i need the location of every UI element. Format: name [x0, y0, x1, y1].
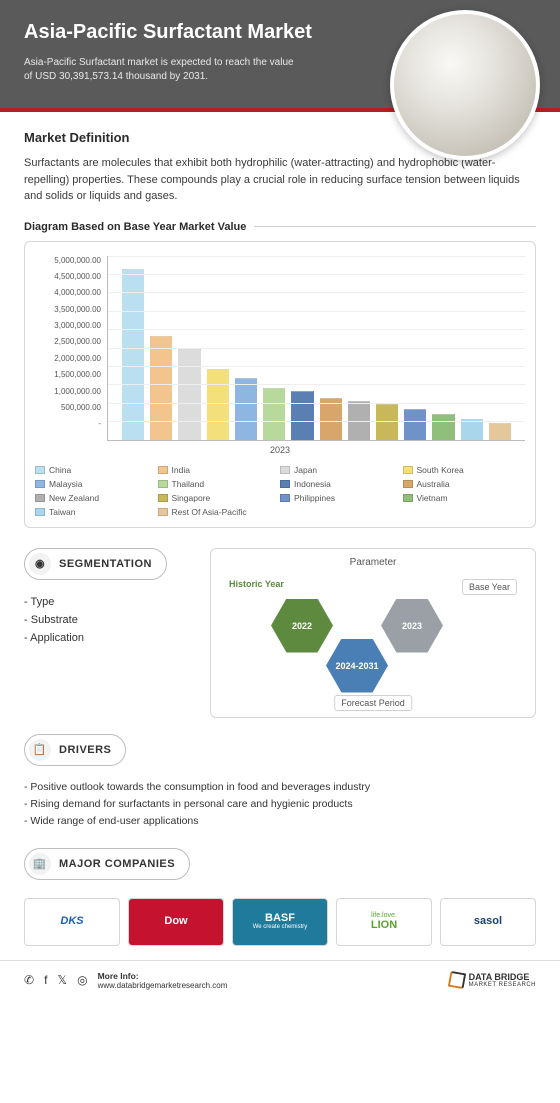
chart-heading: Diagram Based on Base Year Market Value	[24, 221, 536, 233]
parameter-hex: 2022	[271, 599, 333, 653]
legend-item: China	[35, 465, 158, 475]
company-logo: sasol	[440, 898, 536, 946]
segmentation-item: Type	[24, 596, 194, 608]
legend-item: Vietnam	[403, 493, 526, 503]
instagram-icon[interactable]: ◎	[77, 973, 87, 987]
legend-item: Philippines	[280, 493, 403, 503]
historic-year-label: Historic Year	[229, 579, 284, 589]
brand-logo: DATA BRIDGE MARKET RESEARCH	[449, 972, 536, 988]
bar-chart-card: 5,000,000.004,500,000.004,000,000.003,50…	[24, 241, 536, 528]
companies-icon: 🏢	[29, 853, 51, 875]
page-title: Asia-Pacific Surfactant Market	[24, 20, 324, 44]
header: Asia-Pacific Surfactant Market Asia-Paci…	[0, 0, 560, 108]
segmentation-pill: ◉ SEGMENTATION	[24, 548, 167, 580]
company-logo: DKS	[24, 898, 120, 946]
drivers-icon: 📋	[29, 739, 51, 761]
social-icons: ✆ f 𝕏 ◎ More Info: www.databridgemarketr…	[24, 971, 227, 990]
forecast-period-label: Forecast Period	[334, 695, 412, 711]
company-logo: life.love.LION	[336, 898, 432, 946]
legend-item: India	[158, 465, 281, 475]
chart-x-label: 2023	[35, 445, 525, 455]
legend-item: Malaysia	[35, 479, 158, 489]
segmentation-row: ◉ SEGMENTATION TypeSubstrateApplication …	[0, 536, 560, 718]
chart-plot	[107, 256, 525, 441]
chart-legend: ChinaIndiaJapanSouth Korea MalaysiaThaila…	[35, 465, 525, 517]
segmentation-label: SEGMENTATION	[59, 558, 152, 570]
market-definition-body: Surfactants are molecules that exhibit b…	[24, 155, 536, 205]
legend-item: Rest Of Asia-Pacific	[158, 507, 281, 517]
drivers-pill: 📋 DRIVERS	[24, 734, 126, 766]
twitter-icon[interactable]: 𝕏	[57, 973, 67, 987]
chart-y-axis: 5,000,000.004,500,000.004,000,000.003,50…	[35, 256, 107, 441]
parameter-hex: 2023	[381, 599, 443, 653]
segmentation-item: Application	[24, 632, 194, 644]
segmentation-item: Substrate	[24, 614, 194, 626]
legend-item: South Korea	[403, 465, 526, 475]
legend-item: Singapore	[158, 493, 281, 503]
companies-label: MAJOR COMPANIES	[59, 858, 175, 870]
facebook-icon[interactable]: f	[44, 973, 47, 987]
segmentation-icon: ◉	[29, 553, 51, 575]
driver-item: Rising demand for surfactants in persona…	[24, 798, 536, 810]
driver-item: Positive outlook towards the consumption…	[24, 781, 536, 793]
driver-item: Wide range of end-user applications	[24, 815, 536, 827]
hero-image	[390, 10, 540, 160]
drivers-section: 📋 DRIVERS Positive outlook towards the c…	[0, 718, 560, 827]
legend-item: Indonesia	[280, 479, 403, 489]
base-year-label: Base Year	[462, 579, 517, 595]
company-logo: Dow	[128, 898, 224, 946]
brand-mark-icon	[447, 971, 466, 990]
segmentation-list: Type Substrate Application	[24, 596, 194, 644]
parameter-card: Parameter Historic Year Base Year Foreca…	[210, 548, 536, 718]
parameter-hex: 2024-2031	[326, 639, 388, 693]
companies-logo-row: DKSDowBASFWe create chemistrylife.love.L…	[24, 898, 536, 946]
legend-item: Thailand	[158, 479, 281, 489]
whatsapp-icon[interactable]: ✆	[24, 973, 34, 987]
parameter-title: Parameter	[221, 557, 525, 568]
companies-pill: 🏢 MAJOR COMPANIES	[24, 848, 190, 880]
legend-item: Taiwan	[35, 507, 158, 517]
market-definition-section: Market Definition Surfactants are molecu…	[0, 112, 560, 528]
page-subtitle: Asia-Pacific Surfactant market is expect…	[24, 56, 304, 84]
drivers-list: Positive outlook towards the consumption…	[24, 781, 536, 827]
legend-item: Australia	[403, 479, 526, 489]
company-logo: BASFWe create chemistry	[232, 898, 328, 946]
footer: ✆ f 𝕏 ◎ More Info: www.databridgemarketr…	[0, 960, 560, 1004]
drivers-label: DRIVERS	[59, 744, 111, 756]
legend-item: Japan	[280, 465, 403, 475]
companies-section: 🏢 MAJOR COMPANIES DKSDowBASFWe create ch…	[0, 832, 560, 960]
legend-item: New Zealand	[35, 493, 158, 503]
more-info: More Info: www.databridgemarketresearch.…	[98, 971, 228, 990]
